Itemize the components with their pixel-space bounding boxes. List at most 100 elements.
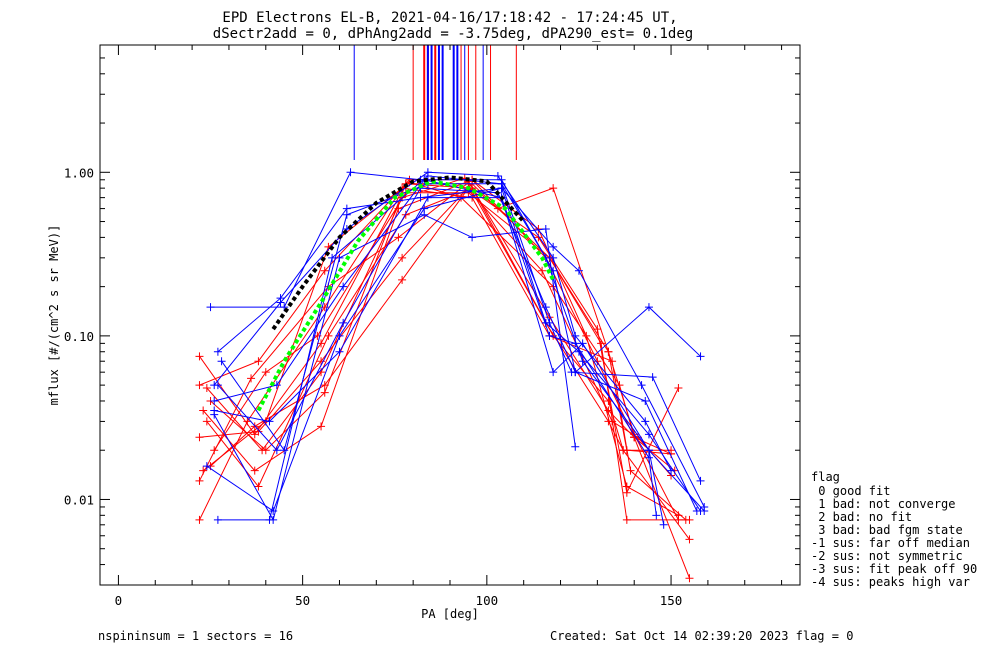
blue-series-point <box>549 253 558 262</box>
chart-title: EPD Electrons EL-B, 2021-04-16/17:18:42 … <box>222 10 677 26</box>
red-series-point <box>317 422 326 431</box>
blue-series-line <box>214 197 657 516</box>
blue-series-point <box>280 446 289 455</box>
blue-series-point <box>210 406 219 415</box>
legend-entry: 2 bad: no fit <box>811 510 912 524</box>
red-series-point <box>254 427 263 436</box>
red-series-point <box>593 357 602 366</box>
x-tick-label: 100 <box>476 593 499 608</box>
flag-legend: flag 0 good fit 1 bad: not converge 2 ba… <box>811 470 977 589</box>
blue-series-line <box>213 214 576 522</box>
legend-entry: 3 bad: bad fgm state <box>811 523 963 537</box>
blue-series-point <box>571 442 580 451</box>
red-series-point <box>685 515 694 524</box>
red-series-point <box>317 339 326 348</box>
red-series-point <box>247 374 256 383</box>
green-fit-curve <box>256 179 555 412</box>
blue-series-point <box>696 352 705 361</box>
blue-series-point <box>339 318 348 327</box>
blue-series-point <box>692 507 701 516</box>
blue-series-line <box>221 183 701 482</box>
plot-area <box>195 45 709 583</box>
red-series-line <box>199 183 672 455</box>
legend-entry: -2 sus: not symmetric <box>811 549 963 563</box>
legend-entry: -1 sus: far off median <box>811 536 970 550</box>
red-series-point <box>195 352 204 361</box>
legend-title: flag <box>811 470 840 484</box>
blue-series-point <box>342 210 351 219</box>
red-series-point <box>195 476 204 485</box>
blue-series-point <box>217 357 226 366</box>
red-series-point <box>398 275 407 284</box>
y-tick-label: 0.01 <box>64 492 94 507</box>
blue-series-line <box>214 179 665 525</box>
red-series-point <box>195 515 204 524</box>
y-axis: 0.01 0.10 1.00 <box>64 44 800 586</box>
blue-series-point <box>541 303 550 312</box>
blue-series-point <box>541 225 550 234</box>
red-series-line <box>206 177 690 540</box>
blue-series-point <box>545 331 554 340</box>
blue-series-point <box>276 298 285 307</box>
legend-entry: 0 good fit <box>811 484 890 498</box>
red-series-point <box>320 388 329 397</box>
red-series-point <box>250 466 259 475</box>
blue-series-point <box>497 184 506 193</box>
blue-series-line <box>210 171 701 374</box>
red-series-point <box>261 446 270 455</box>
x-axis: 0 50 100 150 <box>115 45 783 608</box>
x-tick-label: 0 <box>115 593 123 608</box>
red-series-point <box>538 266 547 275</box>
red-series-point <box>401 210 410 219</box>
blue-series-point <box>549 242 558 251</box>
blue-series-point <box>644 446 653 455</box>
blue-series-point <box>416 193 425 202</box>
blue-series-line <box>206 187 701 512</box>
red-series-point <box>195 381 204 390</box>
blue-series-point <box>641 396 650 405</box>
blue-series-point <box>206 303 215 312</box>
blue-series-point <box>578 339 587 348</box>
red-series-point <box>622 488 631 497</box>
red-series-line <box>210 183 672 451</box>
blue-series-point <box>265 417 274 426</box>
blue-series-point <box>269 507 278 516</box>
blue-series-point <box>213 515 222 524</box>
blue-series-point <box>574 266 583 275</box>
blue-series-point <box>202 462 211 471</box>
red-series-point <box>243 417 252 426</box>
plot-frame <box>99 44 801 586</box>
red-series-point <box>608 417 617 426</box>
blue-series-point <box>549 368 558 377</box>
red-series-point <box>202 384 211 393</box>
blue-series-point <box>423 193 432 202</box>
red-series-point <box>394 233 403 242</box>
blue-series-point <box>644 453 653 462</box>
red-series-point <box>622 515 631 524</box>
red-series-point <box>685 535 694 544</box>
red-series-point <box>534 233 543 242</box>
red-series-point <box>254 357 263 366</box>
red-series-point <box>593 325 602 334</box>
blue-series-point <box>659 520 668 529</box>
red-series-line <box>210 187 679 495</box>
x-tick-label: 150 <box>660 593 683 608</box>
blue-series-point <box>578 357 587 366</box>
red-series-point <box>195 433 204 442</box>
red-series-point <box>604 396 613 405</box>
red-series-line <box>206 189 672 488</box>
x-axis-label: PA [deg] <box>421 607 479 621</box>
blue-series-point <box>335 253 344 262</box>
red-series-point <box>626 466 635 475</box>
red-series-point <box>604 347 613 356</box>
legend-entry: -3 sus: fit peak off 90 <box>811 562 977 576</box>
blue-series-point <box>667 466 676 475</box>
red-series-point <box>199 406 208 415</box>
blue-series-point <box>328 253 337 262</box>
blue-series-point <box>644 303 653 312</box>
blue-series-point <box>265 515 274 524</box>
red-series-line <box>199 187 687 521</box>
red-series-point <box>619 446 628 455</box>
blue-series-point <box>346 168 355 177</box>
